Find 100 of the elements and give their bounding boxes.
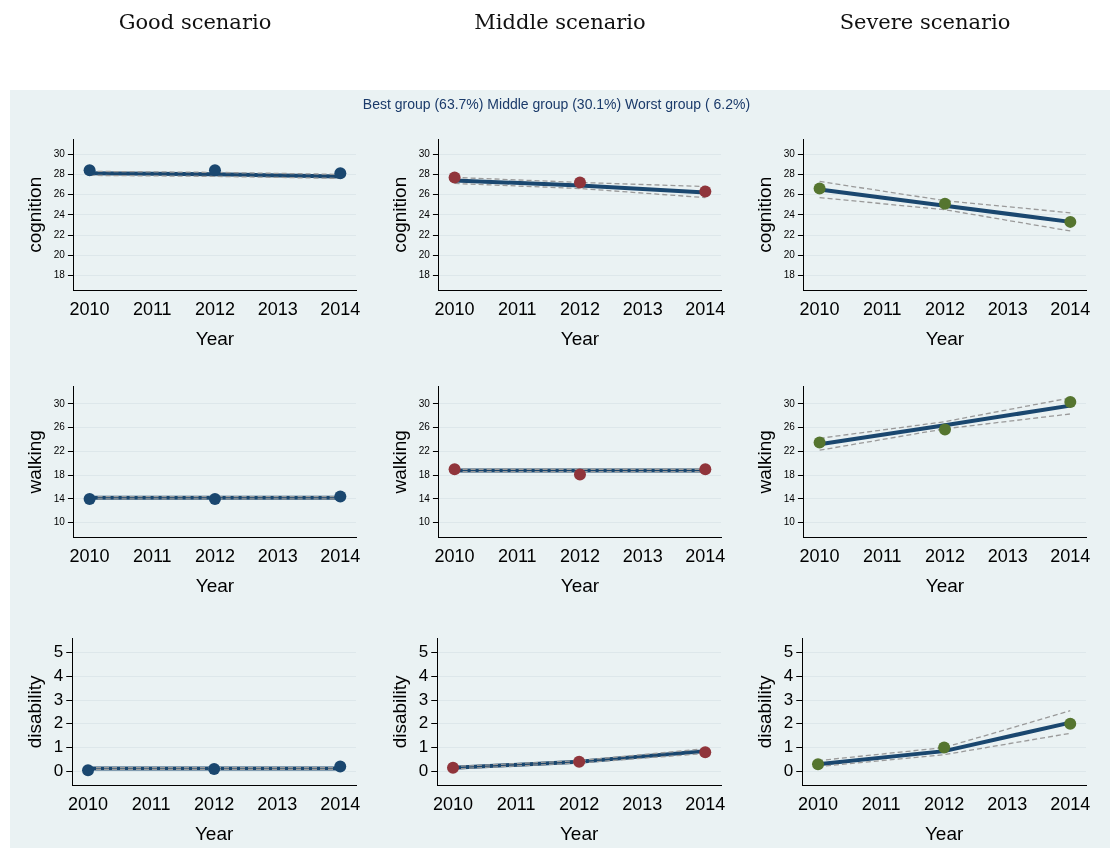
y-tick-label: 20 [53, 248, 66, 260]
x-tick-label: 2010 [67, 794, 109, 815]
x-tick-label: 2013 [257, 546, 298, 567]
x-tick-label: 2011 [862, 546, 902, 567]
y-tick-label: 30 [53, 147, 66, 159]
x-tick-label: 2011 [497, 546, 537, 567]
x-tick-label: 2012 [559, 299, 600, 320]
x-axis-title: Year [194, 822, 234, 844]
y-tick-label: 2 [418, 713, 429, 733]
x-tick-label: 2010 [434, 299, 475, 320]
x-tick-label: 2014 [320, 794, 361, 815]
y-tick-label: 24 [418, 208, 431, 220]
y-tick-label: 14 [783, 492, 796, 504]
y-tick-label: 3 [783, 689, 794, 709]
y-tick-label: 24 [53, 208, 66, 220]
x-tick-label: 2013 [622, 299, 663, 320]
y-tick-label: 3 [53, 689, 64, 709]
y-axis-title: walking [388, 430, 410, 495]
y-tick-label: 28 [53, 168, 66, 180]
x-axis-title: Year [195, 574, 235, 596]
x-tick-label: 2011 [131, 794, 171, 815]
y-tick-label: 5 [418, 642, 429, 662]
y-tick-label: 10 [53, 516, 66, 528]
chart-title: Good scenario [117, 10, 273, 34]
x-tick-label: 2014 [320, 299, 361, 320]
y-tick-label: 10 [783, 516, 796, 528]
x-tick-label: 2011 [132, 299, 172, 320]
y-tick-label: 18 [783, 468, 796, 480]
x-tick-label: 2010 [797, 794, 839, 815]
x-tick-label: 2013 [622, 794, 663, 815]
x-tick-label: 2010 [434, 546, 475, 567]
chart-title: Middle scenario [473, 10, 647, 34]
y-tick-label: 4 [418, 665, 429, 685]
y-tick-label: 0 [53, 761, 64, 781]
y-tick-label: 30 [783, 397, 796, 409]
y-tick-label: 14 [53, 492, 66, 504]
y-axis-title: disability [753, 674, 775, 749]
y-tick-label: 22 [418, 445, 431, 457]
y-tick-label: 30 [53, 397, 66, 409]
x-tick-label: 2012 [194, 299, 235, 320]
y-tick-label: 14 [418, 492, 431, 504]
x-tick-label: 2013 [257, 299, 298, 320]
x-tick-label: 2012 [924, 299, 965, 320]
y-tick-label: 1 [418, 737, 429, 757]
chart-title: Severe scenario [838, 10, 1012, 34]
y-tick-label: 26 [418, 188, 431, 200]
x-axis-title: Year [559, 822, 599, 844]
y-tick-label: 1 [53, 737, 64, 757]
y-axis-title: cognition [753, 176, 775, 253]
y-tick-label: 10 [418, 516, 431, 528]
y-axis-title: cognition [388, 176, 410, 253]
y-tick-label: 4 [783, 665, 794, 685]
x-tick-label: 2012 [924, 546, 965, 567]
y-tick-label: 22 [53, 445, 66, 457]
x-tick-label: 2013 [622, 546, 663, 567]
y-tick-label: 22 [418, 228, 431, 240]
y-axis-title: disability [23, 674, 45, 749]
y-tick-label: 28 [418, 168, 431, 180]
y-tick-label: 1 [783, 737, 794, 757]
y-tick-label: 5 [783, 642, 794, 662]
x-axis-title: Year [195, 327, 235, 349]
y-tick-label: 26 [418, 421, 431, 433]
y-tick-label: 4 [53, 665, 64, 685]
x-tick-label: 2010 [432, 794, 474, 815]
x-axis-title: Year [560, 327, 600, 349]
y-tick-label: 30 [418, 397, 431, 409]
y-tick-label: 2 [53, 713, 64, 733]
x-tick-label: 2012 [559, 546, 600, 567]
y-tick-label: 3 [418, 689, 429, 709]
x-tick-label: 2013 [257, 794, 298, 815]
x-tick-label: 2012 [924, 794, 965, 815]
x-tick-label: 2012 [559, 794, 600, 815]
y-tick-label: 26 [53, 421, 66, 433]
y-tick-label: 18 [783, 269, 796, 281]
y-tick-label: 26 [783, 188, 796, 200]
y-tick-label: 18 [53, 468, 66, 480]
y-tick-label: 5 [53, 642, 64, 662]
x-axis-title: Year [924, 822, 964, 844]
text: Best group (63.7%) Middle group (30.1%) Worst group ( 6.2%) [361, 96, 752, 112]
y-tick-label: 0 [783, 761, 794, 781]
x-tick-label: 2011 [132, 546, 172, 567]
y-tick-label: 30 [783, 147, 796, 159]
y-axis-title: cognition [23, 176, 45, 253]
x-tick-label: 2010 [69, 299, 110, 320]
y-tick-label: 22 [783, 228, 796, 240]
x-tick-label: 2014 [1050, 546, 1091, 567]
y-axis-title: disability [388, 674, 410, 749]
y-tick-label: 28 [783, 168, 796, 180]
y-tick-label: 26 [783, 421, 796, 433]
x-tick-label: 2014 [1050, 794, 1091, 815]
x-tick-label: 2014 [685, 794, 726, 815]
x-tick-label: 2014 [685, 546, 726, 567]
x-tick-label: 2011 [497, 299, 537, 320]
y-tick-label: 20 [783, 248, 796, 260]
x-tick-label: 2014 [1050, 299, 1091, 320]
x-tick-label: 2011 [496, 794, 536, 815]
x-tick-label: 2013 [987, 299, 1028, 320]
y-tick-label: 26 [53, 188, 66, 200]
x-axis-title: Year [560, 574, 600, 596]
y-tick-label: 2 [783, 713, 794, 733]
